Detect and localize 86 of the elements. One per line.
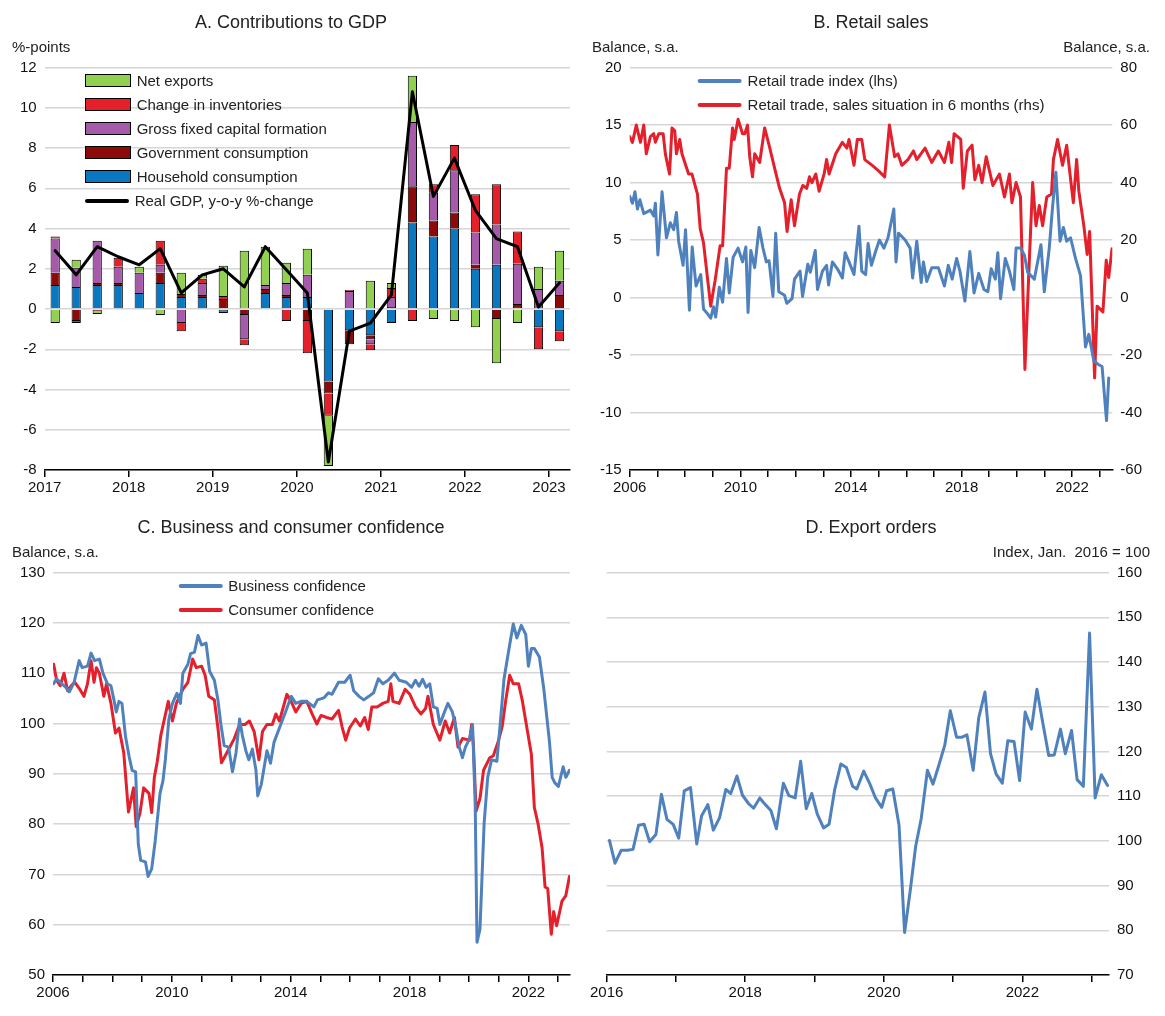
y2-tick-label: 150 bbox=[1116, 607, 1142, 625]
y-tick-label: 10 bbox=[20, 97, 37, 115]
y2-axis-title: Index, Jan. 2016 = 100 bbox=[992, 543, 1150, 561]
y-tick-label: 12 bbox=[20, 57, 37, 75]
x-tick-label: 2010 bbox=[723, 478, 757, 496]
y-tick-label: -8 bbox=[23, 460, 37, 478]
x-tick-label: 2010 bbox=[155, 983, 189, 1001]
x-tick-label: 2020 bbox=[280, 478, 314, 496]
chart-title: C. Business and consumer confidence bbox=[137, 516, 445, 537]
y2-tick-label: 140 bbox=[1116, 652, 1142, 670]
y-tick-label: 50 bbox=[28, 965, 46, 983]
chart-title: D. Export orders bbox=[805, 516, 937, 537]
y-tick-label: 130 bbox=[20, 562, 46, 580]
y-tick-label: 4 bbox=[28, 218, 37, 236]
y-axis-title: %-points bbox=[12, 38, 71, 56]
y-tick-label: -15 bbox=[599, 460, 622, 478]
y2-tick-label: -40 bbox=[1120, 402, 1143, 420]
legend-label: Real GDP, y-o-y %-change bbox=[134, 192, 314, 210]
legend-label: Retail trade index (lhs) bbox=[747, 72, 898, 90]
legend-label: Gross fixed capital formation bbox=[136, 120, 327, 138]
y2-tick-label: 70 bbox=[1116, 965, 1134, 983]
y2-tick-label: 90 bbox=[1116, 875, 1134, 893]
y2-tick-label: 130 bbox=[1116, 696, 1142, 714]
y-tick-label: 10 bbox=[604, 172, 622, 190]
y2-tick-label: 20 bbox=[1120, 230, 1138, 248]
x-tick-label: 2017 bbox=[28, 478, 62, 496]
chart-title: B. Retail sales bbox=[813, 11, 929, 32]
y-tick-label: -4 bbox=[23, 379, 37, 397]
y-tick-label: -6 bbox=[23, 419, 37, 437]
y2-tick-label: 120 bbox=[1116, 741, 1142, 759]
y-tick-label: 110 bbox=[21, 663, 46, 681]
y2-tick-label: 80 bbox=[1116, 920, 1134, 938]
x-tick-label: 2014 bbox=[834, 478, 868, 496]
y2-tick-label: -60 bbox=[1120, 460, 1143, 478]
x-tick-label: 2022 bbox=[448, 478, 482, 496]
y-tick-label: 60 bbox=[28, 914, 46, 932]
y2-tick-label: 0 bbox=[1120, 287, 1129, 305]
y2-axis-title: Balance, s.a. bbox=[1063, 38, 1150, 56]
legend-label: Retail trade, sales situation in 6 months (rhs) bbox=[747, 96, 1045, 114]
x-tick-label: 2022 bbox=[511, 983, 546, 1001]
y-axis-title: Balance, s.a. bbox=[592, 38, 679, 56]
legend-label: Business confidence bbox=[228, 577, 366, 595]
y-tick-label: 8 bbox=[28, 138, 37, 156]
y2-tick-label: 100 bbox=[1116, 831, 1142, 849]
y-tick-label: 6 bbox=[28, 178, 37, 196]
y-tick-label: 100 bbox=[20, 713, 46, 731]
y-axis-title: Balance, s.a. bbox=[12, 543, 99, 561]
legend-label: Net exports bbox=[136, 72, 214, 90]
y-tick-label: 120 bbox=[20, 613, 46, 631]
y-tick-label: 70 bbox=[28, 864, 46, 882]
y-tick-label: 5 bbox=[613, 230, 622, 248]
y-tick-label: 80 bbox=[28, 814, 46, 832]
y2-tick-label: 60 bbox=[1120, 115, 1138, 133]
y2-tick-label: 40 bbox=[1120, 172, 1138, 190]
legend-label: Consumer confidence bbox=[228, 601, 375, 619]
chart-title: A. Contributions to GDP bbox=[194, 11, 388, 32]
y-tick-label: 0 bbox=[28, 299, 37, 317]
x-tick-label: 2006 bbox=[36, 983, 70, 1001]
y-tick-label: 15 bbox=[604, 115, 622, 133]
y-tick-label: 20 bbox=[604, 57, 622, 75]
x-tick-label: 2020 bbox=[867, 983, 901, 1001]
legend-label: Change in inventories bbox=[136, 96, 282, 114]
y-tick-label: -10 bbox=[599, 402, 622, 420]
y-tick-label: 90 bbox=[28, 763, 46, 781]
y-tick-label: 0 bbox=[613, 287, 622, 305]
x-tick-label: 2023 bbox=[532, 478, 566, 496]
y-tick-label: -2 bbox=[23, 339, 37, 357]
x-tick-label: 2019 bbox=[196, 478, 230, 496]
legend-label: Government consumption bbox=[136, 144, 309, 162]
x-tick-label: 2022 bbox=[1055, 478, 1089, 496]
x-tick-label: 2022 bbox=[1005, 983, 1040, 1001]
x-tick-label: 2018 bbox=[728, 983, 762, 1001]
x-tick-label: 2018 bbox=[112, 478, 146, 496]
y2-tick-label: -20 bbox=[1120, 345, 1143, 363]
y2-tick-label: 160 bbox=[1116, 562, 1142, 580]
x-tick-label: 2021 bbox=[364, 478, 398, 496]
x-tick-label: 2018 bbox=[944, 478, 979, 496]
x-tick-label: 2014 bbox=[274, 983, 308, 1001]
x-tick-label: 2018 bbox=[392, 983, 427, 1001]
x-tick-label: 2006 bbox=[612, 478, 647, 496]
legend-label: Household consumption bbox=[136, 168, 298, 186]
y-tick-label: 2 bbox=[28, 258, 37, 276]
y2-tick-label: 80 bbox=[1120, 57, 1138, 75]
x-tick-label: 2016 bbox=[590, 983, 624, 1001]
y2-tick-label: 110 bbox=[1116, 786, 1141, 804]
y-tick-label: -5 bbox=[608, 345, 622, 363]
